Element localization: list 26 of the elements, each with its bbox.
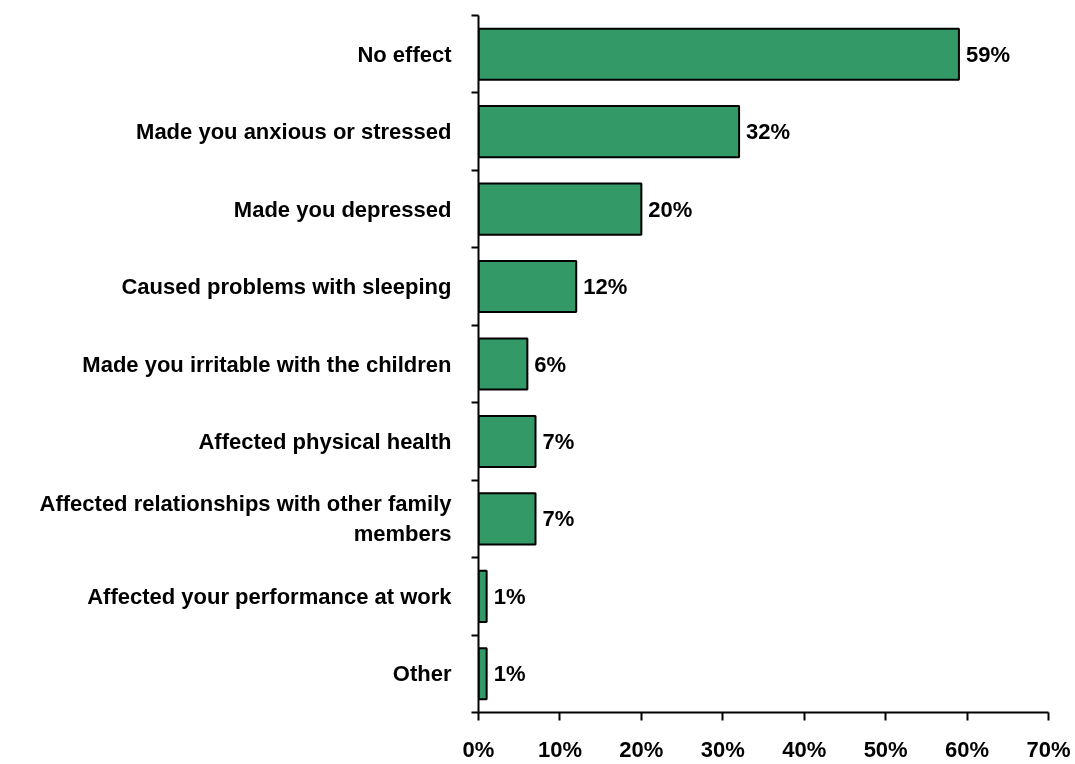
data-label: 1% xyxy=(493,583,526,609)
data-label: 59% xyxy=(965,41,1010,67)
y-tick-label: Made you anxious or stressed xyxy=(136,119,452,145)
x-tick-label: 30% xyxy=(700,736,745,762)
y-tick-label: Made you irritable with the children xyxy=(82,351,452,377)
y-tick-label: Made you depressed xyxy=(233,196,452,222)
data-label: 20% xyxy=(648,196,693,222)
y-tick-label: Affected your performance at work xyxy=(87,583,453,609)
data-label: 12% xyxy=(583,274,628,300)
data-label: 7% xyxy=(542,506,575,532)
x-tick-label: 60% xyxy=(945,736,990,762)
data-label: 7% xyxy=(542,428,575,454)
x-tick-label: 70% xyxy=(1026,736,1071,762)
x-tick-label: 50% xyxy=(863,736,908,762)
x-tick-label: 10% xyxy=(537,736,582,762)
x-tick-label: 40% xyxy=(782,736,827,762)
x-tick-label: 0% xyxy=(462,736,495,762)
x-tick-label: 20% xyxy=(619,736,664,762)
data-label: 1% xyxy=(493,661,526,687)
y-tick-label: Affected relationships with other family members xyxy=(39,491,453,547)
y-tick-label: Caused problems with sleeping xyxy=(121,274,452,300)
data-label: 6% xyxy=(534,351,567,377)
data-label: 32% xyxy=(746,119,791,145)
y-tick-label: No effect xyxy=(357,41,453,67)
y-tick-label: Other xyxy=(392,661,452,687)
y-tick-label: Affected physical health xyxy=(198,428,452,454)
